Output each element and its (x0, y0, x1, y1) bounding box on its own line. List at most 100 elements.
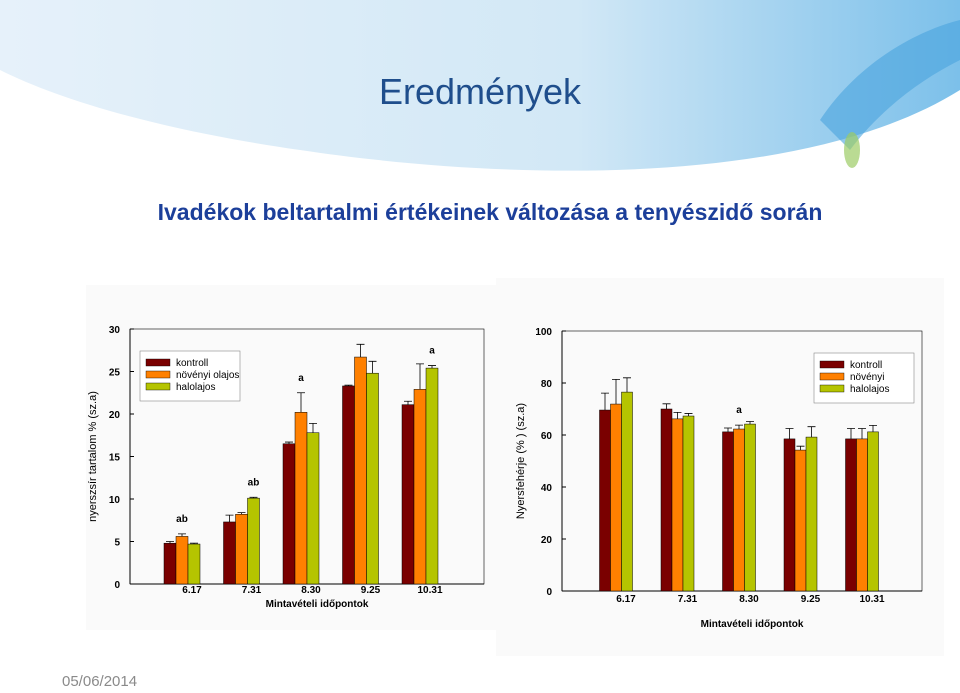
bar (413, 389, 427, 585)
legend-label: kontroll (850, 360, 882, 371)
bar (282, 443, 296, 585)
bar (845, 438, 857, 592)
error-bar (404, 400, 412, 405)
error-bar (735, 424, 743, 430)
y-tick-label: 10 (109, 495, 121, 506)
bar (401, 404, 415, 585)
x-axis-label: Mintavételi időpontok (266, 599, 369, 610)
bar (805, 436, 818, 592)
date: 05/06/2014 (62, 673, 137, 688)
error-bar (249, 496, 258, 499)
y-tick-label: 0 (114, 580, 120, 591)
y-tick-label: 60 (541, 431, 553, 442)
y-tick-label: 25 (109, 368, 121, 379)
y-tick-label: 20 (541, 535, 553, 546)
x-tick-label: 7.31 (242, 585, 262, 596)
error-bar (601, 392, 609, 411)
bar (306, 432, 320, 585)
error-bar (178, 533, 186, 537)
legend-label: növényi (850, 372, 884, 383)
legend-swatch (145, 358, 171, 367)
bar (163, 542, 177, 585)
y-tick-label: 40 (541, 483, 553, 494)
error-bar (225, 514, 234, 522)
subtitle: Ivadékok beltartalmi értékeinek változás… (158, 199, 823, 225)
error-bar (190, 542, 198, 545)
y-tick-label: 0 (546, 587, 552, 598)
bar (867, 431, 879, 592)
error-bar (368, 360, 377, 374)
error-bar (785, 428, 794, 439)
error-bar (166, 541, 174, 544)
bar (621, 391, 633, 592)
bar (856, 438, 868, 592)
bar (744, 423, 756, 592)
x-tick-label: 7.31 (678, 594, 698, 605)
bar (342, 385, 355, 585)
error-bar (746, 421, 754, 425)
bar (671, 418, 684, 592)
error-bar (237, 512, 246, 515)
bar (187, 543, 201, 585)
error-bar (724, 427, 732, 432)
y-tick-label: 20 (109, 410, 121, 421)
x-tick-label: 10.31 (417, 585, 442, 596)
error-bar (847, 428, 855, 439)
error-bar (285, 441, 293, 444)
bar (660, 408, 673, 592)
legend-swatch (819, 384, 845, 393)
error-bar (356, 343, 365, 358)
error-bar (297, 392, 305, 413)
bar (425, 367, 439, 585)
y-tick-label: 100 (535, 327, 552, 338)
error-bar (807, 426, 816, 438)
x-axis-label: Mintavételi időpontok (701, 619, 804, 630)
error-bar (612, 378, 620, 405)
y-axis-label: Nyersfehérje (% ) (sz.a) (515, 403, 527, 519)
bar (794, 449, 807, 592)
error-bar (309, 422, 317, 433)
annotation: ab (248, 477, 260, 488)
bar (733, 428, 745, 592)
error-bar (416, 363, 424, 390)
title: Eredmények (379, 71, 582, 112)
bar (682, 415, 695, 592)
legend-label: halolajos (850, 384, 889, 395)
error-bar (673, 411, 682, 419)
error-bar (428, 365, 436, 369)
bar (783, 438, 796, 592)
bar (247, 497, 260, 585)
legend-swatch (819, 372, 845, 381)
legend-swatch (145, 382, 171, 391)
y-tick-label: 30 (109, 325, 121, 336)
banner-wave (820, 20, 960, 150)
legend-swatch (145, 370, 171, 379)
bar (175, 536, 189, 585)
legend-label: halolajos (176, 382, 215, 393)
bar (599, 409, 611, 592)
x-tick-label: 10.31 (859, 594, 884, 605)
banner (0, 0, 960, 171)
bar (294, 412, 308, 585)
y-tick-label: 5 (114, 538, 120, 549)
leaf (844, 132, 860, 168)
x-tick-label: 9.25 (361, 585, 381, 596)
error-bar (858, 428, 866, 439)
x-tick-label: 9.25 (801, 594, 821, 605)
bar (223, 521, 236, 585)
error-bar (662, 403, 671, 409)
error-bar (344, 384, 353, 386)
x-tick-label: 8.30 (301, 585, 321, 596)
bar (610, 403, 622, 592)
error-bar (623, 377, 631, 393)
bar (235, 514, 248, 585)
x-tick-label: 6.17 (616, 594, 636, 605)
x-tick-label: 6.17 (182, 585, 202, 596)
x-tick-label: 8.30 (739, 594, 759, 605)
error-bar (869, 424, 877, 432)
legend-label: kontroll (176, 358, 208, 369)
y-axis-label: nyerszsír tartalom % (sz.a) (87, 391, 99, 522)
annotation: ab (176, 514, 188, 525)
bar (366, 372, 379, 585)
